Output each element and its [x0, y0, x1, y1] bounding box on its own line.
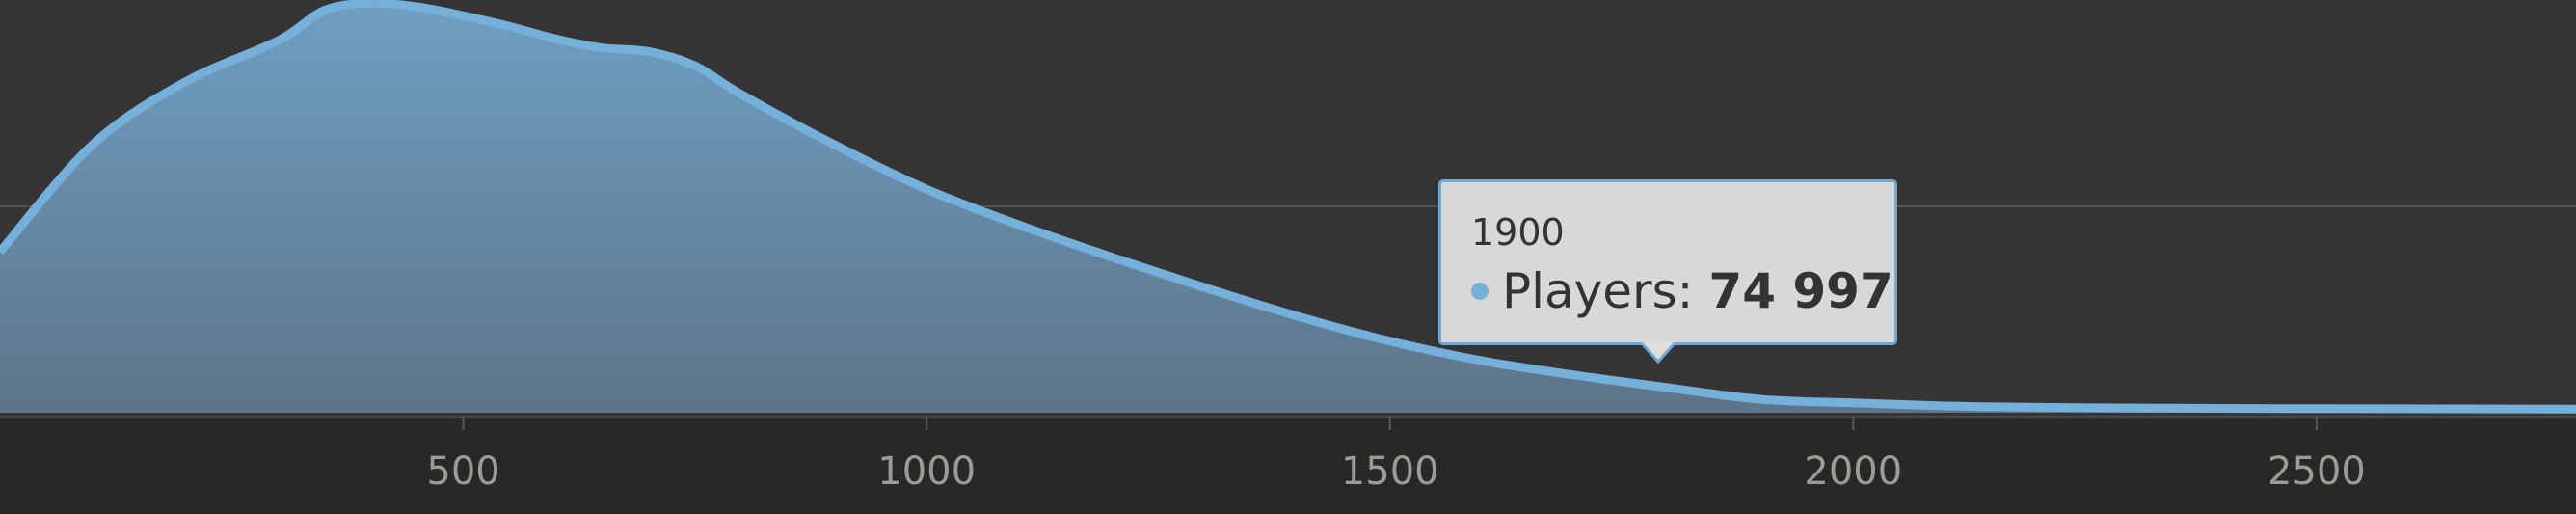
- data-point[interactable]: [1940, 400, 1951, 412]
- data-point[interactable]: [179, 76, 191, 88]
- data-point[interactable]: [550, 33, 562, 44]
- tooltip: 1900 Players: 74 997: [1438, 179, 1897, 345]
- tooltip-x-label: 1900: [1471, 211, 1565, 254]
- data-point[interactable]: [643, 45, 655, 57]
- x-tick-label: 1000: [877, 449, 976, 494]
- x-tick-label: 2000: [1804, 449, 1902, 494]
- data-point[interactable]: [597, 42, 608, 54]
- data-point[interactable]: [1662, 382, 1674, 393]
- data-point[interactable]: [2218, 403, 2230, 415]
- data-point[interactable]: [689, 60, 701, 71]
- tooltip-value: 74 997: [1708, 263, 1893, 319]
- data-point[interactable]: [1199, 282, 1211, 293]
- data-point[interactable]: [458, 10, 470, 21]
- data-point[interactable]: [736, 89, 747, 100]
- data-point[interactable]: [2403, 403, 2415, 415]
- series-area-players: [0, 3, 2576, 413]
- series-line-players: [0, 0, 2576, 414]
- x-tick-label: 500: [426, 449, 499, 494]
- tooltip-series-name: Players:: [1502, 263, 1694, 319]
- data-point[interactable]: [87, 139, 98, 150]
- data-point[interactable]: [2033, 401, 2045, 413]
- data-point[interactable]: [1755, 393, 1766, 405]
- tooltip-series-row: Players: 74 997: [1471, 263, 1893, 319]
- x-tick-label: 1500: [1341, 449, 1439, 494]
- data-point[interactable]: [504, 20, 516, 32]
- data-point[interactable]: [1384, 336, 1396, 347]
- data-point[interactable]: [272, 35, 283, 46]
- tooltip-series-dot: [1471, 282, 1489, 300]
- data-point[interactable]: [1570, 369, 1581, 381]
- data-point[interactable]: [921, 183, 932, 195]
- data-point[interactable]: [1847, 397, 1859, 409]
- data-point[interactable]: [1013, 219, 1025, 230]
- x-axis-band: [0, 418, 2576, 514]
- data-point[interactable]: [1292, 311, 1303, 322]
- data-point[interactable]: [1106, 252, 1117, 263]
- tooltip-pointer: [1642, 342, 1675, 364]
- data-point[interactable]: [412, 1, 423, 13]
- data-point[interactable]: [828, 139, 840, 150]
- data-point[interactable]: [1477, 355, 1489, 366]
- x-tick-label: 2500: [2267, 449, 2366, 494]
- data-point[interactable]: [318, 5, 330, 16]
